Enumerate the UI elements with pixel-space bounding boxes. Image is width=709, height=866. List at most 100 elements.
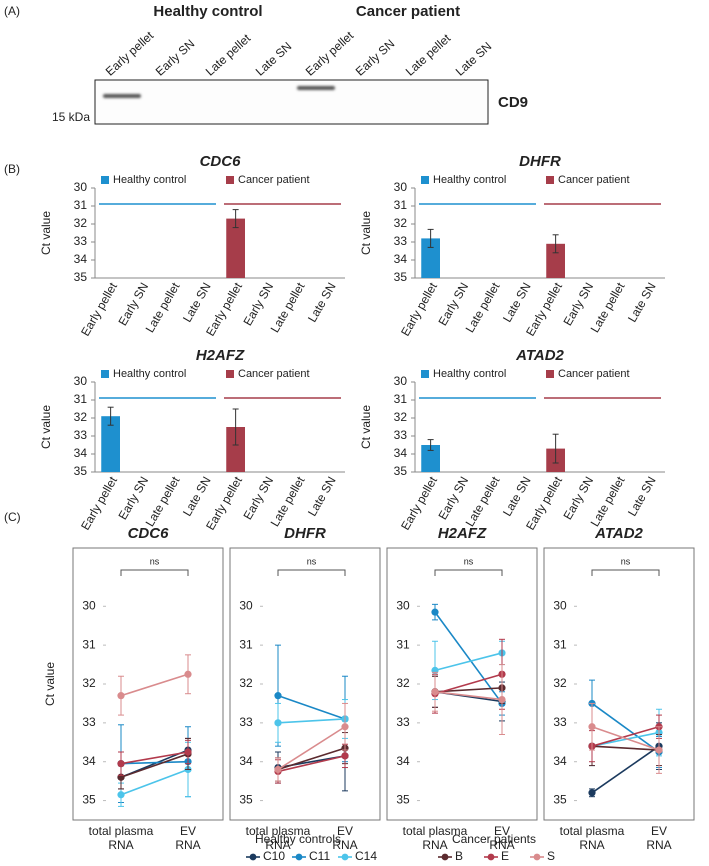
y-axis-label: Ct value <box>39 211 53 255</box>
x-tick-label: EV RNA <box>175 824 201 852</box>
x-tick-label-box: total plasma RNA <box>246 824 311 852</box>
legend-label: Cancer patient <box>558 368 630 380</box>
y-tick-label: 34 <box>396 754 410 768</box>
y-tick-label: 32 <box>394 410 408 424</box>
y-tick-label: 30 <box>553 598 567 612</box>
legend-marker <box>441 853 449 861</box>
legend-label: Cancer patient <box>558 174 630 186</box>
legend-swatch <box>101 370 109 378</box>
legend-label: Cancer patient <box>238 368 310 380</box>
series-line <box>120 768 189 796</box>
legend-swatch <box>101 176 109 184</box>
y-axis-label: Ct value <box>43 662 57 706</box>
y-tick-label: 33 <box>396 715 410 729</box>
y-tick-label: 35 <box>74 270 88 284</box>
point <box>588 789 596 797</box>
series-line <box>434 690 503 701</box>
error-bar <box>232 408 239 446</box>
y-tick-label: 35 <box>396 793 410 807</box>
series-line <box>277 726 346 771</box>
y-tick-label: 30 <box>74 374 88 388</box>
y-tick-label: 30 <box>394 374 408 388</box>
chart-title: H2AFZ <box>438 525 487 542</box>
error-bar <box>427 439 434 451</box>
legend-label: B <box>455 849 463 863</box>
panel-label: (A) <box>4 4 20 18</box>
lane-label: Early SN <box>153 37 198 79</box>
series-line <box>120 751 189 765</box>
series-line <box>591 702 660 753</box>
y-tick-label: 31 <box>74 198 88 212</box>
legend-label: Healthy control <box>433 368 506 380</box>
point <box>184 670 192 678</box>
significance-bracket <box>434 569 503 576</box>
bar <box>421 445 440 472</box>
x-tick-label: total plasma RNA <box>88 824 154 852</box>
point <box>588 723 596 731</box>
chart-title: H2AFZ <box>196 347 245 364</box>
y-tick-label: 30 <box>396 598 410 612</box>
point <box>117 760 125 768</box>
blot-band <box>297 86 335 90</box>
lane-label: Early pellet <box>103 28 157 79</box>
legend-marker <box>295 853 303 861</box>
error-bar <box>107 406 114 426</box>
series-line <box>120 673 189 697</box>
bar <box>226 427 245 472</box>
significance-bracket <box>591 569 660 576</box>
x-tick-label: EV RNA <box>646 824 672 852</box>
x-tick-label: total plasma RNA <box>402 824 468 852</box>
point <box>431 688 439 696</box>
x-tick-label-box: EV RNA <box>332 824 357 852</box>
y-tick-label: 34 <box>74 446 88 460</box>
significance-bracket <box>120 569 189 576</box>
point <box>274 765 282 774</box>
y-tick-label: 35 <box>394 270 408 284</box>
blot-protein: CD9 <box>498 94 528 111</box>
y-tick-label: 33 <box>553 715 567 729</box>
point <box>274 719 282 727</box>
x-tick-label: Early pellet <box>398 280 440 339</box>
series-line <box>591 745 660 751</box>
y-tick-label: 33 <box>394 234 408 248</box>
point <box>498 695 506 704</box>
y-tick-label: 31 <box>394 392 408 406</box>
y-tick-label: 33 <box>394 428 408 442</box>
y-tick-label: 35 <box>239 793 253 807</box>
y-tick-label: 34 <box>82 754 96 768</box>
legend-label: Cancer patient <box>238 174 310 186</box>
series-line <box>591 745 660 794</box>
x-tick-label: Late SN <box>180 474 214 519</box>
lane-label: Late SN <box>453 39 495 78</box>
y-tick-label: 31 <box>396 637 410 651</box>
plot-frame <box>72 547 224 821</box>
point <box>274 692 282 700</box>
legend-label: C10 <box>263 849 285 863</box>
series-line <box>120 760 189 765</box>
legend-marker <box>249 853 257 861</box>
significance-label: ns <box>621 556 631 566</box>
legend-label: C14 <box>355 849 377 863</box>
y-tick-label: 34 <box>394 252 408 266</box>
x-tick-label: Late SN <box>500 280 534 325</box>
y-tick-label: 35 <box>394 464 408 478</box>
blot-membrane <box>94 79 489 125</box>
error-bar <box>552 234 559 254</box>
x-tick-label: Early pellet <box>398 474 440 533</box>
y-axis-label: Ct value <box>359 211 373 255</box>
significance-label: ns <box>307 556 317 566</box>
y-tick-label: 31 <box>74 392 88 406</box>
x-tick-label: Early pellet <box>78 280 120 339</box>
x-tick-label: Late SN <box>500 474 534 519</box>
y-tick-label: 34 <box>239 754 253 768</box>
chart-title: DHFR <box>519 153 561 170</box>
point <box>655 746 663 754</box>
series-line <box>277 718 346 724</box>
chart-title: ATAD2 <box>594 525 643 542</box>
x-tick-label: Late SN <box>305 474 339 519</box>
y-tick-label: 34 <box>394 446 408 460</box>
y-tick-label: 30 <box>394 180 408 194</box>
x-tick-label: total plasma RNA <box>559 824 625 852</box>
series-line <box>591 725 660 751</box>
x-tick-label: EV RNA <box>489 824 515 852</box>
